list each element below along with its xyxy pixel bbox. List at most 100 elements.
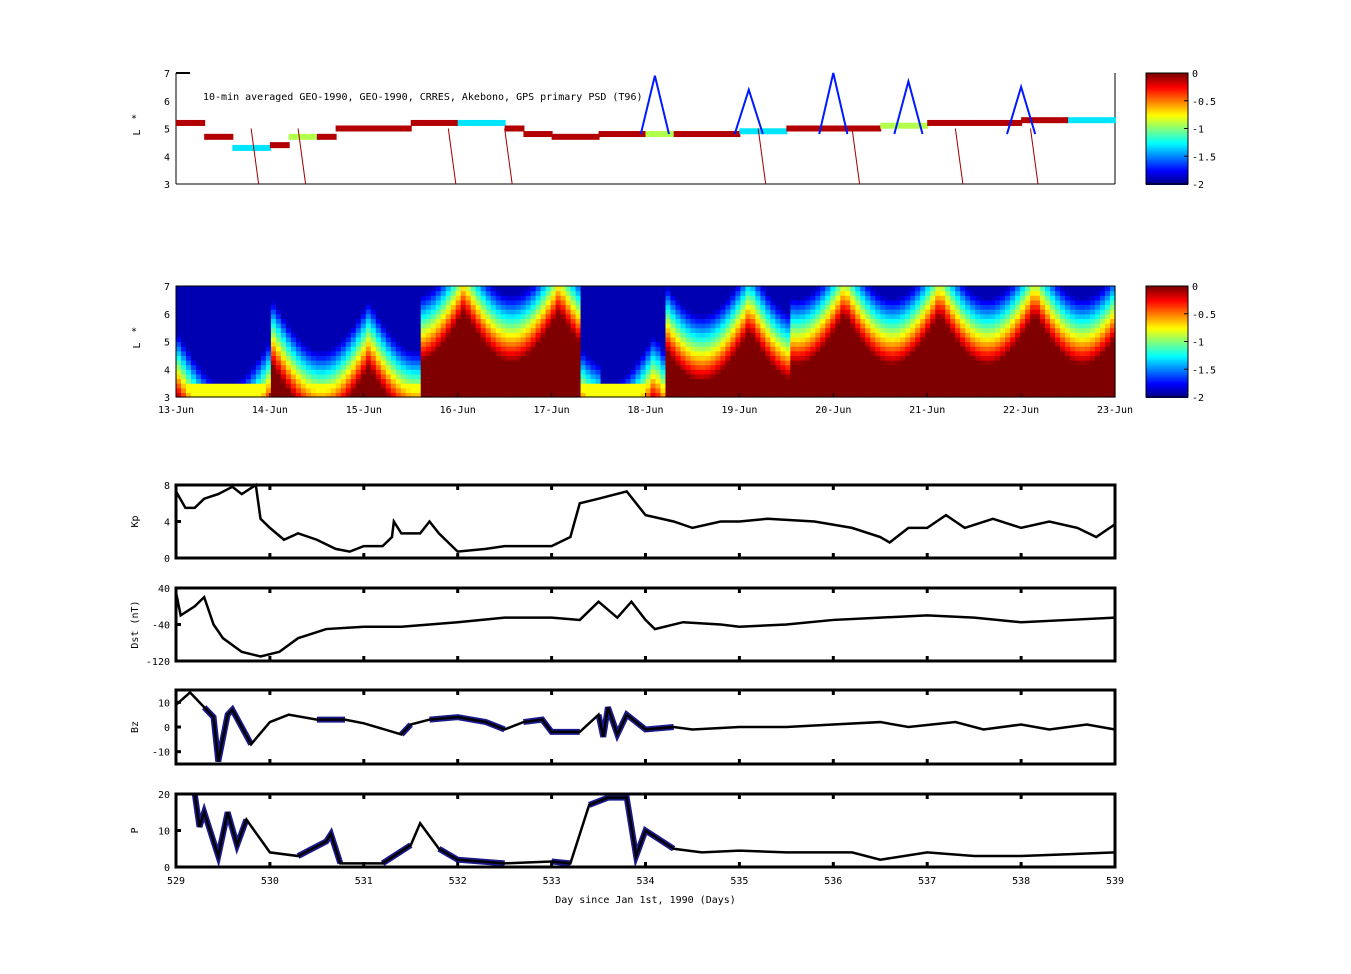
heatmap-cell [1040,346,1046,352]
heatmap-cell [865,332,871,338]
heatmap-cell [680,309,687,315]
heatmap-cell [850,332,856,338]
heatmap-cell [280,373,287,380]
heatmap-cell [495,383,502,389]
heatmap-cell [440,387,447,393]
heatmap-cell [605,392,612,398]
heatmap-cell [570,295,577,301]
heatmap-cell [950,327,956,333]
heatmap-cell [440,304,447,310]
heatmap-cell [1050,323,1056,329]
heatmap-cell [615,387,622,393]
heatmap-cell [1090,360,1096,366]
heatmap-cell [890,383,896,389]
heatmap-cell [360,336,367,343]
heatmap-cell [480,290,487,296]
heatmap-cell [915,360,921,366]
heatmap-cell [185,327,192,333]
heatmap-cell [1110,355,1116,361]
heatmap-cell [1055,323,1061,329]
heatmap-cell [275,369,282,375]
heatmap-cell [1080,369,1086,375]
heatmap-cell [355,369,362,375]
colorbar-cell [1146,171,1188,174]
heatmap-cell [290,360,297,366]
heatmap-cell [825,392,831,398]
heatmap-cell [1050,355,1056,361]
heatmap-cell [325,299,332,306]
heatmap-cell [1060,332,1066,338]
heatmap-cell [290,350,297,356]
heatmap-cell [795,387,801,393]
heatmap-cell [650,295,657,301]
heatmap-cell [505,350,512,356]
heatmap-cell [780,387,786,393]
x-tick-label: 18-Jun [627,405,663,416]
heatmap-cell [360,378,367,384]
heatmap-cell [285,309,292,315]
colorbar-cell [1146,348,1188,352]
heatmap-cell [945,295,951,301]
heatmap-cell [310,286,317,292]
heatmap-cell [225,378,232,384]
heatmap-cell [435,373,442,380]
heatmap-cell [360,323,367,329]
heatmap-cell [235,369,242,375]
heatmap-cell [535,360,542,366]
heatmap-cell [400,336,407,343]
heatmap-cell [525,290,532,296]
heatmap-cell [755,350,761,356]
heatmap-cell [330,373,337,380]
heatmap-cell [910,318,916,324]
heatmap-cell [920,323,926,329]
heatmap-cell [310,332,317,338]
heatmap-cell [1065,364,1071,370]
heatmap-cell [350,387,357,393]
heatmap-cell [645,318,652,324]
heatmap-cell [195,355,202,361]
heatmap-cell [240,350,247,356]
heatmap-cell [185,341,192,347]
colorbar-cell [1146,391,1188,395]
heatmap-cell [210,378,217,384]
heatmap-cell [795,336,801,343]
heatmap-cell [975,355,981,361]
heatmap-cell [790,336,796,343]
heatmap-cell [180,378,187,384]
heatmap-cell [210,355,217,361]
heatmap-cell [835,332,841,338]
heatmap-cell [445,332,452,338]
heatmap-cell [950,341,956,347]
y-tick-label: 6 [164,310,170,321]
heatmap-cell [645,373,652,380]
heatmap-cell [465,346,472,352]
heatmap-cell [1020,327,1026,333]
heatmap-cell [595,369,602,375]
heatmap-cell [765,387,771,393]
heatmap-cell [645,332,652,338]
heatmap-cell [1025,336,1031,343]
heatmap-cell [1005,313,1011,319]
heatmap-cell [360,286,367,292]
heatmap-cell [855,290,861,296]
colorbar-cell [1146,341,1188,345]
heatmap-cell [725,373,732,380]
heatmap-cell [975,350,981,356]
heatmap-cell [725,313,732,319]
heatmap-cell [410,286,417,292]
heatmap-cell [176,309,182,315]
heatmap-cell [950,373,956,380]
heatmap-cell [395,332,402,338]
heatmap-cell [595,392,602,398]
heatmap-cell [965,387,971,393]
heatmap-cell [905,309,911,315]
heatmap-cell [825,360,831,366]
heatmap-cell [1085,355,1091,361]
heatmap-cell [960,286,966,292]
heatmap-cell [825,295,831,301]
heatmap-cell [295,355,302,361]
x-tick-label: 530 [261,876,279,887]
heatmap-cell [935,323,941,329]
heatmap-cell [1110,341,1116,347]
heatmap-cell [1025,364,1031,370]
